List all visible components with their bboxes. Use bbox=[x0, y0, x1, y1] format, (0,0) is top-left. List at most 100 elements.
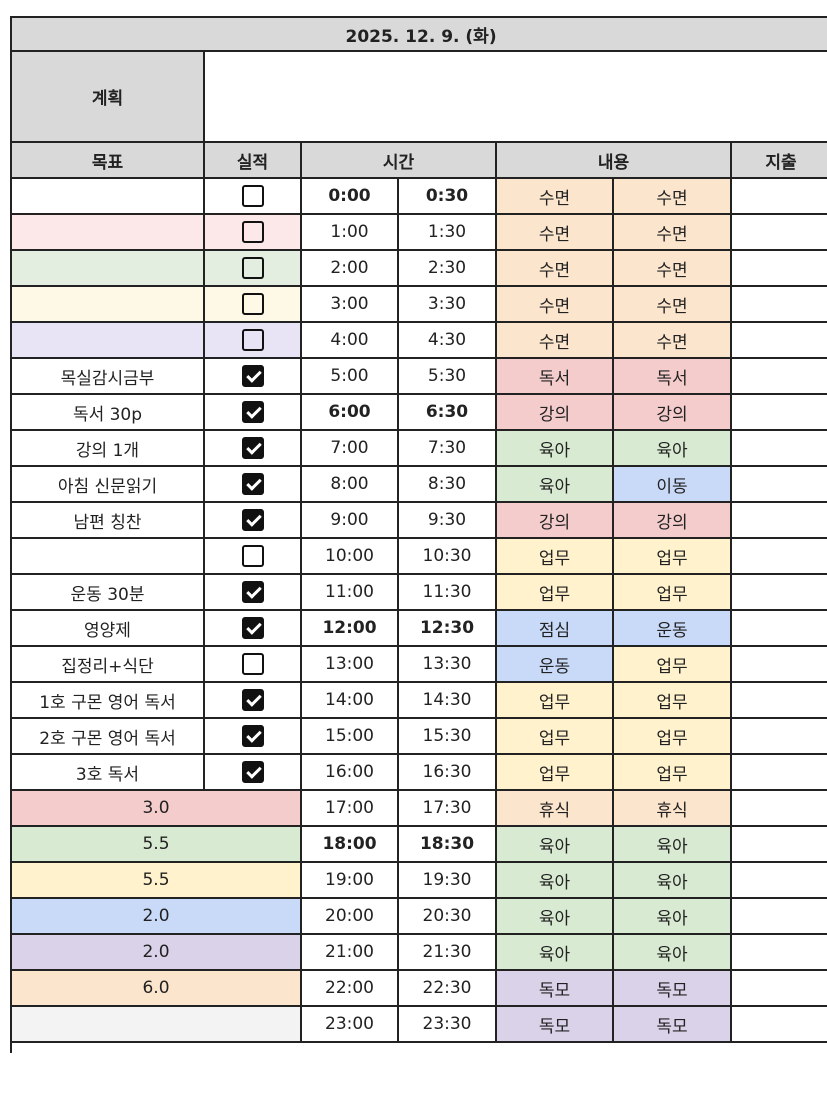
content-cell[interactable]: 운동 bbox=[495, 645, 614, 683]
checked-checkbox[interactable] bbox=[241, 761, 264, 783]
result-cell[interactable] bbox=[203, 717, 302, 755]
expense-cell[interactable] bbox=[729, 861, 827, 899]
goal-cell[interactable]: 영양제 bbox=[10, 609, 205, 647]
content-cell[interactable]: 독모 bbox=[612, 969, 732, 1007]
content-cell[interactable]: 점심 bbox=[495, 609, 614, 647]
content-cell[interactable]: 독모 bbox=[612, 1005, 732, 1043]
expense-cell[interactable] bbox=[729, 1005, 827, 1043]
goal-cell[interactable] bbox=[10, 249, 205, 287]
result-cell[interactable] bbox=[203, 573, 302, 611]
result-cell[interactable] bbox=[203, 321, 302, 359]
goal-cell[interactable]: 운동 30분 bbox=[10, 573, 205, 611]
content-cell[interactable]: 휴식 bbox=[495, 789, 614, 827]
goal-cell[interactable] bbox=[10, 213, 205, 251]
content-cell[interactable]: 수면 bbox=[495, 213, 614, 251]
expense-cell[interactable] bbox=[729, 969, 827, 1007]
checked-checkbox[interactable] bbox=[241, 365, 264, 387]
goal-cell[interactable]: 집정리+식단 bbox=[10, 645, 205, 683]
result-cell[interactable] bbox=[203, 285, 302, 323]
result-cell[interactable] bbox=[203, 753, 302, 791]
result-cell[interactable] bbox=[203, 213, 302, 251]
checked-checkbox[interactable] bbox=[241, 725, 264, 747]
goal-cell[interactable]: 남편 칭찬 bbox=[10, 501, 205, 539]
result-cell[interactable] bbox=[203, 357, 302, 395]
content-cell[interactable]: 휴식 bbox=[612, 789, 732, 827]
content-cell[interactable]: 육아 bbox=[612, 933, 732, 971]
summary-cell[interactable] bbox=[10, 1005, 302, 1043]
checkbox[interactable] bbox=[241, 185, 264, 207]
goal-cell[interactable]: 1호 구몬 영어 독서 bbox=[10, 681, 205, 719]
content-cell[interactable]: 육아 bbox=[495, 933, 614, 971]
result-cell[interactable] bbox=[203, 249, 302, 287]
content-cell[interactable]: 육아 bbox=[495, 429, 614, 467]
result-cell[interactable] bbox=[203, 681, 302, 719]
content-cell[interactable]: 수면 bbox=[495, 321, 614, 359]
expense-cell[interactable] bbox=[729, 933, 827, 971]
content-cell[interactable]: 육아 bbox=[495, 465, 614, 503]
content-cell[interactable]: 이동 bbox=[612, 465, 732, 503]
expense-cell[interactable] bbox=[729, 753, 827, 791]
expense-cell[interactable] bbox=[729, 717, 827, 755]
goal-cell[interactable]: 독서 30p bbox=[10, 393, 205, 431]
result-cell[interactable] bbox=[203, 645, 302, 683]
goal-cell[interactable]: 2호 구몬 영어 독서 bbox=[10, 717, 205, 755]
summary-cell[interactable]: 6.0 bbox=[10, 969, 302, 1007]
expense-cell[interactable] bbox=[729, 285, 827, 323]
content-cell[interactable]: 육아 bbox=[495, 825, 614, 863]
goal-cell[interactable] bbox=[10, 321, 205, 359]
content-cell[interactable]: 운동 bbox=[612, 609, 732, 647]
checkbox[interactable] bbox=[241, 329, 264, 351]
content-cell[interactable]: 업무 bbox=[612, 573, 732, 611]
expense-cell[interactable] bbox=[729, 501, 827, 539]
expense-cell[interactable] bbox=[729, 321, 827, 359]
expense-cell[interactable] bbox=[729, 825, 827, 863]
expense-cell[interactable] bbox=[729, 645, 827, 683]
goal-cell[interactable]: 아침 신문읽기 bbox=[10, 465, 205, 503]
content-cell[interactable]: 수면 bbox=[612, 177, 732, 215]
goal-cell[interactable] bbox=[10, 177, 205, 215]
content-cell[interactable]: 업무 bbox=[612, 537, 732, 575]
checkbox[interactable] bbox=[241, 653, 264, 675]
content-cell[interactable]: 육아 bbox=[612, 897, 732, 935]
goal-cell[interactable]: 3호 독서 bbox=[10, 753, 205, 791]
summary-cell[interactable]: 5.5 bbox=[10, 825, 302, 863]
expense-cell[interactable] bbox=[729, 213, 827, 251]
content-cell[interactable]: 업무 bbox=[612, 753, 732, 791]
content-cell[interactable]: 육아 bbox=[612, 429, 732, 467]
content-cell[interactable]: 수면 bbox=[612, 249, 732, 287]
content-cell[interactable]: 수면 bbox=[612, 285, 732, 323]
content-cell[interactable]: 수면 bbox=[495, 285, 614, 323]
expense-cell[interactable] bbox=[729, 573, 827, 611]
content-cell[interactable]: 강의 bbox=[612, 393, 732, 431]
result-cell[interactable] bbox=[203, 465, 302, 503]
expense-cell[interactable] bbox=[729, 897, 827, 935]
content-cell[interactable]: 업무 bbox=[612, 717, 732, 755]
content-cell[interactable]: 강의 bbox=[495, 393, 614, 431]
content-cell[interactable]: 업무 bbox=[495, 681, 614, 719]
expense-cell[interactable] bbox=[729, 429, 827, 467]
content-cell[interactable]: 업무 bbox=[495, 573, 614, 611]
checked-checkbox[interactable] bbox=[241, 617, 264, 639]
checkbox[interactable] bbox=[241, 545, 264, 567]
goal-cell[interactable] bbox=[10, 285, 205, 323]
goal-cell[interactable]: 목실감시금부 bbox=[10, 357, 205, 395]
content-cell[interactable]: 독모 bbox=[495, 1005, 614, 1043]
content-cell[interactable]: 육아 bbox=[495, 897, 614, 935]
summary-cell[interactable]: 2.0 bbox=[10, 897, 302, 935]
expense-cell[interactable] bbox=[729, 357, 827, 395]
plan-field[interactable] bbox=[202, 50, 827, 143]
expense-cell[interactable] bbox=[729, 609, 827, 647]
summary-cell[interactable]: 5.5 bbox=[10, 861, 302, 899]
content-cell[interactable]: 업무 bbox=[495, 753, 614, 791]
content-cell[interactable]: 수면 bbox=[612, 321, 732, 359]
content-cell[interactable]: 수면 bbox=[495, 177, 614, 215]
content-cell[interactable]: 독모 bbox=[495, 969, 614, 1007]
expense-cell[interactable] bbox=[729, 249, 827, 287]
goal-cell[interactable]: 강의 1개 bbox=[10, 429, 205, 467]
expense-cell[interactable] bbox=[729, 465, 827, 503]
result-cell[interactable] bbox=[203, 609, 302, 647]
content-cell[interactable]: 강의 bbox=[612, 501, 732, 539]
content-cell[interactable]: 업무 bbox=[495, 717, 614, 755]
checked-checkbox[interactable] bbox=[241, 581, 264, 603]
checked-checkbox[interactable] bbox=[241, 437, 264, 459]
